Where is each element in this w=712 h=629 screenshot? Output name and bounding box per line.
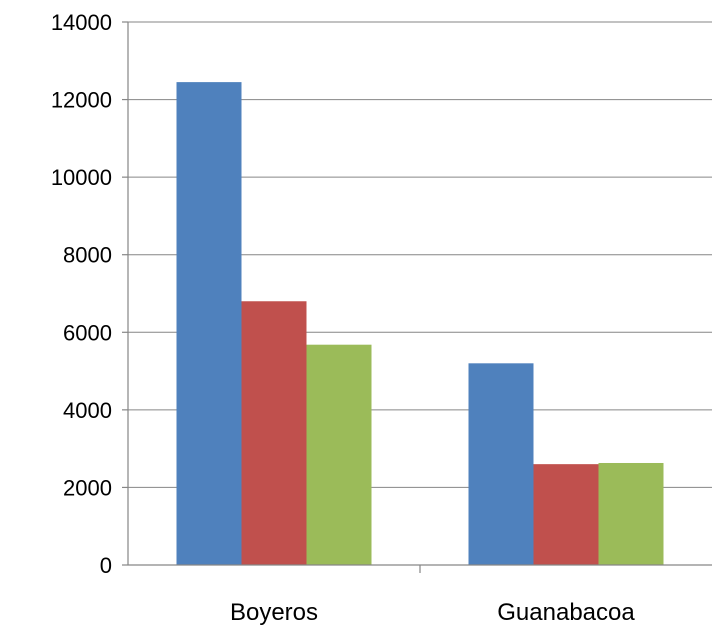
axes (122, 21, 712, 573)
y-tick-label: 4000 (63, 398, 112, 423)
x-category-labels: Boyeros Guanabacoa (230, 599, 635, 626)
y-tick-label: 12000 (51, 88, 112, 113)
x-category-label: Boyeros (230, 599, 318, 626)
bar (598, 462, 664, 565)
bar (468, 363, 534, 565)
x-category-label: Guanabacoa (497, 599, 635, 626)
bar (241, 301, 307, 565)
bars (176, 82, 664, 565)
y-tick-label: 8000 (63, 243, 112, 268)
y-tick-label: 6000 (63, 320, 112, 345)
bar (176, 82, 242, 565)
y-tick-labels: 0 2000 4000 6000 8000 10000 12000 14000 (51, 10, 112, 578)
bar (306, 344, 372, 565)
y-tick-label: 0 (100, 553, 112, 578)
y-tick-label: 14000 (51, 10, 112, 35)
y-tick-label: 10000 (51, 165, 112, 190)
y-tick-label: 2000 (63, 475, 112, 500)
bar (533, 464, 599, 565)
